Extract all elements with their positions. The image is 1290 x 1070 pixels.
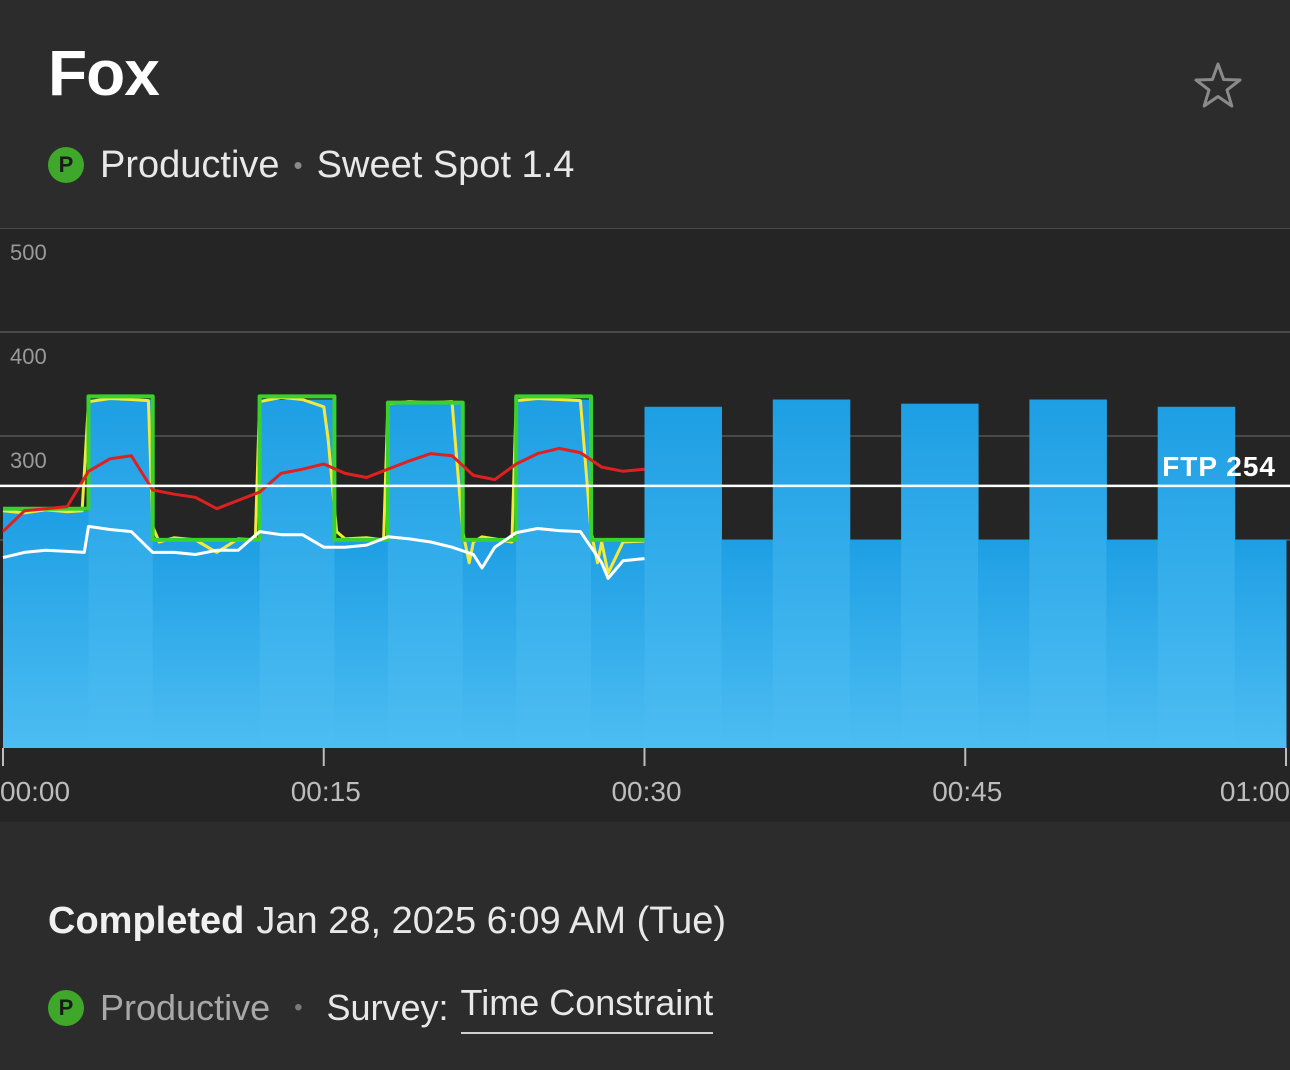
interval-bar bbox=[1029, 399, 1107, 748]
ftp-label: FTP 254 bbox=[1162, 451, 1276, 482]
interval-bar bbox=[1106, 539, 1159, 748]
interval-bar bbox=[334, 539, 389, 748]
separator-dot: • bbox=[293, 149, 303, 180]
completed-date: Jan 28, 2025 6:09 AM (Tue) bbox=[256, 900, 727, 942]
interval-bar bbox=[978, 539, 1030, 748]
interval-bar bbox=[387, 402, 464, 748]
completed-label: Completed bbox=[48, 900, 245, 942]
star-outline-icon[interactable] bbox=[1190, 58, 1246, 114]
workout-level: Productive bbox=[100, 143, 280, 186]
survey-label: Survey: bbox=[326, 987, 449, 1028]
interval-bar bbox=[1157, 406, 1236, 748]
workout-subtitle: P Productive • Sweet Spot 1.4 bbox=[48, 140, 574, 190]
x-tick-label: 01:00 bbox=[1220, 776, 1290, 807]
interval-bar bbox=[462, 539, 517, 748]
interval-bar bbox=[152, 539, 261, 748]
interval-bar bbox=[591, 539, 645, 748]
interval-bar bbox=[1234, 539, 1287, 748]
interval-bar bbox=[721, 539, 774, 748]
x-tick-label: 00:30 bbox=[611, 776, 681, 807]
interval-bar bbox=[644, 406, 722, 748]
workout-type: Sweet Spot 1.4 bbox=[316, 143, 575, 186]
x-tick-label: 00:45 bbox=[932, 776, 1002, 807]
workout-title: Fox bbox=[48, 37, 160, 109]
y-tick-label: 400 bbox=[10, 344, 47, 369]
interval-bar bbox=[259, 399, 335, 748]
heart-rate-line bbox=[1, 446, 645, 533]
interval-bar bbox=[3, 510, 90, 748]
y-tick-label: 300 bbox=[10, 448, 47, 473]
completed-line: Completed Jan 28, 2025 6:09 AM (Tue) bbox=[48, 900, 726, 943]
footer-row: P Productive • Survey: Time Constraint bbox=[48, 980, 714, 1036]
footer-level: Productive bbox=[100, 987, 271, 1028]
productive-badge-icon: P bbox=[48, 990, 84, 1026]
workout-header: Fox P Productive • Sweet Spot 1.4 bbox=[0, 0, 1290, 228]
x-tick-label: 00:15 bbox=[291, 776, 361, 807]
y-tick-label: 500 bbox=[10, 240, 47, 265]
x-tick-label: 00:00 bbox=[0, 776, 70, 807]
target-power-line bbox=[3, 394, 645, 542]
separator-dot: • bbox=[294, 994, 303, 1021]
interval-bar bbox=[901, 403, 979, 748]
power-chart[interactable]: 500400300200 FTP 254 00:0000:1500:3000:4… bbox=[0, 228, 1290, 822]
productive-badge-icon: P bbox=[48, 147, 84, 183]
interval-bar bbox=[88, 399, 154, 748]
cadence-line bbox=[2, 524, 645, 580]
interval-bar bbox=[849, 539, 902, 748]
survey-link[interactable]: Time Constraint bbox=[460, 982, 714, 1034]
interval-bar bbox=[772, 399, 851, 748]
